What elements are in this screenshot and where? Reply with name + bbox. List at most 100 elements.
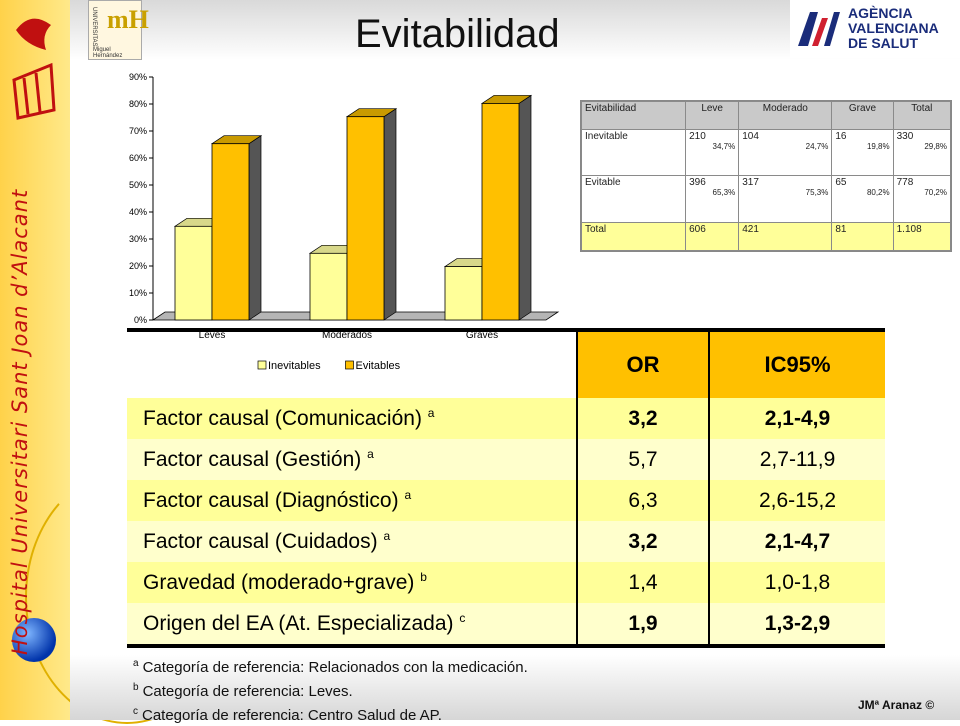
avs-line-3: DE SALUT <box>848 35 918 51</box>
mini-table-row: Inevitable 210 34,7% 104 24,7% 16 19,8% 330 29,8… <box>580 129 952 177</box>
bar <box>309 252 348 321</box>
legend-label: Evitables <box>356 360 401 372</box>
avs-line-1: AGÈNCIA <box>848 5 913 21</box>
row-label: Gravedad (moderado+grave) b <box>127 562 577 603</box>
mini-cell: 606 <box>685 221 740 252</box>
umh-logo-text-1: UNIVERSITAS <box>91 7 97 47</box>
mini-count: 65 <box>835 177 847 189</box>
table-row: Factor causal (Cuidados) a 3,2 2,1-4,7 <box>127 521 885 562</box>
mini-col-header: Evitabilidad <box>580 100 687 131</box>
avs-logo: AGÈNCIA VALENCIANA DE SALUT <box>790 0 960 58</box>
mini-cell: 330 29,8% <box>892 129 952 177</box>
mini-count: 396 <box>689 177 706 189</box>
evitabilidad-bar-chart: 0% 10% 20% 30% 40% 50% 60% 70% 80% 90% Leves Modera… <box>129 72 560 372</box>
mini-row-label: Inevitable <box>580 129 687 177</box>
y-tick-label: 20% <box>129 261 147 271</box>
bar <box>211 143 250 321</box>
avs-mark-icon <box>798 12 840 46</box>
mini-cell: 778 70,2% <box>892 175 952 223</box>
mini-percent: 29,8% <box>924 142 947 152</box>
ci95-value: 1,3-2,9 <box>708 603 885 646</box>
ci95-value: 2,7-11,9 <box>708 439 885 480</box>
row-label: Origen del EA (At. Especializada) c <box>127 603 577 646</box>
mini-count: 104 <box>742 131 759 143</box>
mini-cell: 16 19,8% <box>831 129 894 177</box>
bar-side <box>383 108 397 321</box>
footnote-marker: a <box>404 488 412 502</box>
or-value: 3,2 <box>576 521 709 562</box>
footnote-marker: c <box>133 706 138 717</box>
row-label: Factor causal (Gestión) a <box>127 439 577 480</box>
footnote-marker: a <box>133 658 139 669</box>
avs-line-2: VALENCIANA <box>848 20 939 36</box>
mini-percent: 19,8% <box>866 142 890 152</box>
umh-logo: UNIVERSITAS mH Miguel Hernández <box>88 0 149 60</box>
ci95-value: 2,1-4,7 <box>708 521 885 562</box>
mini-count: 317 <box>742 177 759 189</box>
footnotes: a Categoría de referencia: Relacionados c… <box>133 654 528 726</box>
mini-row-label: Evitable <box>580 175 687 223</box>
legend-swatch <box>345 360 354 370</box>
table-row: Factor causal (Gestión) a 5,7 2,7-11,9 <box>127 439 885 480</box>
ci95-value: 2,6-15,2 <box>708 480 885 521</box>
mini-count: 1.108 <box>896 223 922 235</box>
footnote-marker: b <box>133 682 139 693</box>
legend-swatch <box>257 360 267 370</box>
y-tick-label: 0% <box>134 315 147 325</box>
y-tick-label: 10% <box>129 288 147 298</box>
mini-percent: 80,2% <box>866 188 890 198</box>
mini-count: 16 <box>835 131 847 143</box>
mini-percent: 24,7% <box>805 142 829 152</box>
y-tick-label: 70% <box>129 126 147 136</box>
mini-cell: 396 65,3% <box>685 175 740 223</box>
umh-logo-text-3: Miguel Hernández <box>93 47 123 59</box>
y-tick-label: 50% <box>129 180 147 190</box>
footnote-text: Categoría de referencia: Relacionados co… <box>142 659 528 676</box>
mini-percent: 65,3% <box>712 188 736 198</box>
bar <box>444 266 483 321</box>
mini-cell: 421 <box>738 221 833 252</box>
footnote-text: Categoría de referencia: Leves. <box>142 683 353 700</box>
mini-col-header: Moderado <box>738 100 833 131</box>
sidebar-band: Hospital Universitari Sant Joan d’Alacan… <box>0 0 229 724</box>
footnote: a Categoría de referencia: Relacionados c… <box>133 654 528 678</box>
footnote-marker: a <box>367 447 374 461</box>
mini-col-header: Leve <box>685 100 740 131</box>
x-tick-label: Leves <box>199 330 226 341</box>
footnote: c Categoría de referencia: Centro Salud d… <box>133 702 528 726</box>
mini-count: 210 <box>689 131 706 143</box>
or-value: 6,3 <box>576 480 709 521</box>
y-tick-label: 30% <box>129 234 147 244</box>
mini-row-label: Total <box>580 221 687 252</box>
row-label: Factor causal (Diagnóstico) a <box>127 480 577 521</box>
mini-header-row: Evitabilidad Leve Moderado Grave Total <box>580 100 952 131</box>
mini-cell: 210 34,7% <box>685 129 740 177</box>
table-corner <box>127 330 577 398</box>
col-header-or: OR <box>576 330 709 398</box>
bar-side <box>248 135 262 321</box>
evitabilidad-summary-table: Evitabilidad Leve Moderado Grave Total Inevit… <box>580 100 952 252</box>
mini-count: 778 <box>896 177 914 189</box>
umh-logo-text-2: mH <box>107 5 149 34</box>
or-value: 5,7 <box>576 439 709 480</box>
mini-cell: 65 80,2% <box>831 175 894 223</box>
mini-percent: 75,3% <box>805 188 829 198</box>
footnote-marker: a <box>383 529 391 543</box>
ci95-value: 2,1-4,9 <box>708 398 885 439</box>
mini-cell: 1.108 <box>892 221 952 252</box>
legend-label: Inevitables <box>268 360 321 372</box>
mini-count: 330 <box>896 131 914 143</box>
globe-icon <box>12 618 56 662</box>
mini-cell: 104 24,7% <box>738 129 833 177</box>
or-value: 1,9 <box>576 603 709 646</box>
table-row: Gravedad (moderado+grave) b 1,4 1,0-1,8 <box>127 562 885 603</box>
bar <box>481 103 520 321</box>
y-tick-label: 40% <box>129 207 147 217</box>
footnote-marker: a <box>427 406 435 420</box>
valencia-emblem-icon <box>12 18 56 120</box>
mini-col-header: Grave <box>831 100 894 131</box>
hospital-name: Hospital Universitari Sant Joan d’Alacan… <box>8 188 32 655</box>
or-value: 1,4 <box>576 562 709 603</box>
mini-col-header: Total <box>892 100 952 131</box>
